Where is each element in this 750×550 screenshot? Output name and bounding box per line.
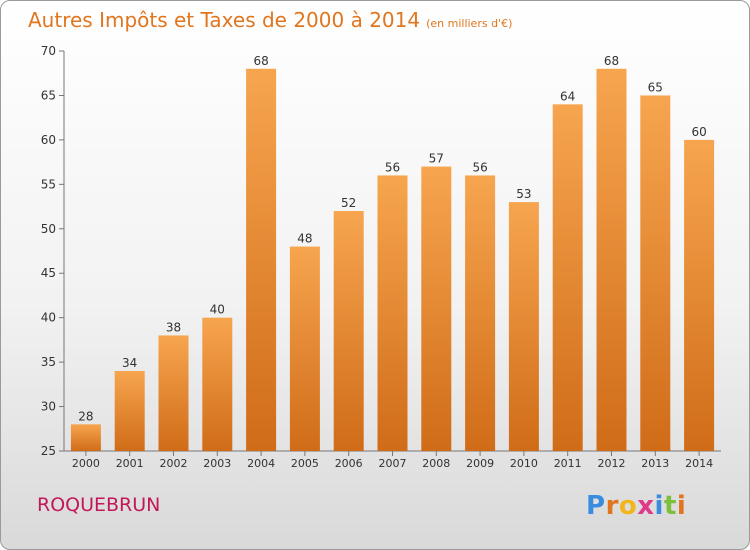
bar-2006 bbox=[333, 211, 364, 451]
logo-letter: x bbox=[637, 491, 655, 521]
x-tick-label: 2011 bbox=[554, 457, 582, 470]
logo-letter: t bbox=[663, 491, 677, 521]
bar-value-label: 56 bbox=[385, 160, 400, 174]
x-tick-label: 2006 bbox=[335, 457, 363, 470]
bar-value-label: 68 bbox=[253, 54, 268, 68]
bar-2008 bbox=[421, 166, 452, 452]
title-text: Autres Impôts et Taxes de 2000 à 2014 bbox=[28, 8, 421, 32]
logo-letter: o bbox=[618, 491, 638, 521]
x-tick-label: 2003 bbox=[203, 457, 231, 470]
bar-value-label: 48 bbox=[297, 232, 312, 246]
x-tick-label: 2001 bbox=[116, 457, 144, 470]
bar-value-label: 68 bbox=[604, 54, 619, 68]
bar-2004 bbox=[246, 68, 277, 452]
y-ticks: 25 30 35 40 45 50 55 60 65 70 bbox=[41, 44, 64, 458]
x-tick-label: 2008 bbox=[422, 457, 450, 470]
logo-letter: P bbox=[586, 491, 606, 521]
proxiti-logo: Proxiti bbox=[586, 491, 686, 521]
x-tick-label: 2010 bbox=[510, 457, 538, 470]
y-tick-label: 45 bbox=[41, 266, 56, 280]
y-tick-label: 35 bbox=[41, 355, 56, 369]
bar-2013 bbox=[640, 95, 671, 451]
y-tick-label: 70 bbox=[41, 44, 56, 58]
x-tick-label: 2013 bbox=[641, 457, 669, 470]
bar-2014 bbox=[684, 139, 715, 451]
x-tick-label: 2012 bbox=[598, 457, 626, 470]
bar-2002 bbox=[158, 335, 189, 451]
bar-value-label: 60 bbox=[691, 125, 706, 139]
x-tick-label: 2002 bbox=[160, 457, 188, 470]
x-tick-label: 2014 bbox=[685, 457, 713, 470]
bar-2009 bbox=[465, 175, 496, 451]
bar-value-label: 28 bbox=[78, 409, 93, 423]
x-tick-label: 2009 bbox=[466, 457, 494, 470]
title-unit: (en milliers d'€) bbox=[426, 17, 513, 30]
bar-2001 bbox=[114, 371, 145, 451]
logo-letter: i bbox=[676, 491, 687, 521]
bar-2005 bbox=[289, 246, 320, 451]
logo-letter: r bbox=[605, 491, 619, 521]
bar-value-label: 52 bbox=[341, 196, 356, 210]
y-tick-label: 55 bbox=[41, 177, 56, 191]
x-tick-label: 2004 bbox=[247, 457, 275, 470]
bar-value-label: 56 bbox=[472, 160, 487, 174]
x-tick-label: 2007 bbox=[379, 457, 407, 470]
bar-2000 bbox=[70, 424, 101, 451]
bar-value-label: 65 bbox=[648, 80, 663, 94]
bar-value-label: 40 bbox=[210, 303, 225, 317]
y-tick-label: 30 bbox=[41, 400, 56, 414]
bars: 28 34 38 40 68 48 52 56 57 56 53 64 68 65 60 bbox=[70, 54, 715, 452]
bar-2003 bbox=[202, 317, 233, 451]
x-tick-label: 2000 bbox=[72, 457, 100, 470]
bar-2011 bbox=[552, 104, 583, 451]
bar-2012 bbox=[596, 68, 627, 452]
logo-letter: i bbox=[654, 491, 664, 521]
bar-value-label: 34 bbox=[122, 356, 137, 370]
y-tick-label: 65 bbox=[41, 88, 56, 102]
y-tick-label: 40 bbox=[41, 311, 56, 325]
chart-title: Autres Impôts et Taxes de 2000 à 2014 (en… bbox=[28, 8, 512, 32]
bar-2007 bbox=[377, 175, 408, 451]
y-tick-label: 25 bbox=[41, 444, 56, 458]
y-tick-label: 50 bbox=[41, 222, 56, 236]
bar-value-label: 64 bbox=[560, 89, 575, 103]
bar-2010 bbox=[508, 202, 539, 451]
x-tick-labels: 2000 2001 2002 2003 2004 2005 2006 2007 2008 2009… bbox=[72, 451, 713, 470]
bar-value-label: 53 bbox=[516, 187, 531, 201]
commune-name: ROQUEBRUN bbox=[37, 494, 161, 516]
bar-value-label: 57 bbox=[429, 152, 444, 166]
x-tick-label: 2005 bbox=[291, 457, 319, 470]
y-tick-label: 60 bbox=[41, 133, 56, 147]
bar-value-label: 38 bbox=[166, 320, 181, 334]
